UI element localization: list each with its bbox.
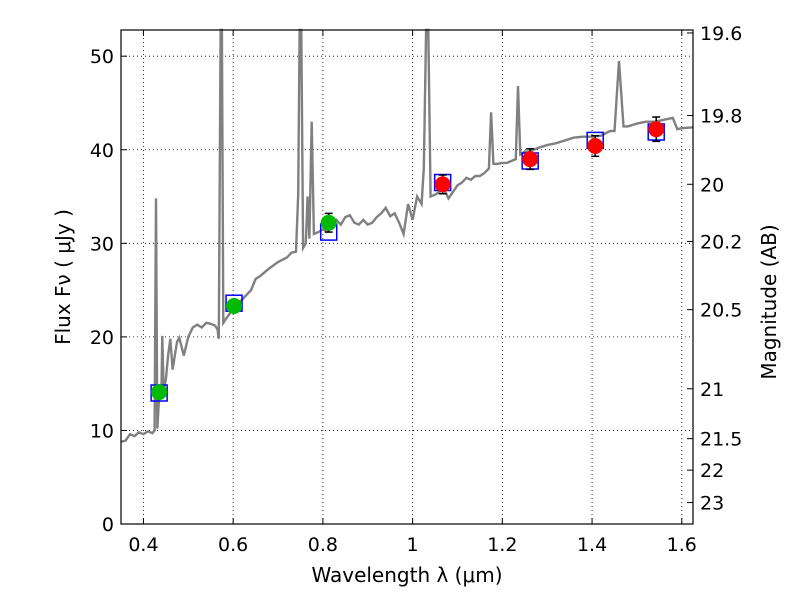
y-axis-title: Flux Fν ( μJy )	[51, 209, 75, 345]
y-tick-label: 20	[90, 327, 114, 349]
x-tick-label: 1.4	[577, 534, 607, 556]
mag-tick-label: 20.2	[700, 231, 742, 253]
y-tick-label: 30	[90, 233, 114, 255]
model-spectrum-line	[120, 28, 694, 443]
mag-tick-label: 19.6	[700, 23, 742, 45]
x-tick-label: 1.6	[667, 534, 697, 556]
axis-ticks: 0.4 0.6 0.8 1 1.2 1.4 1.6 0 10 20 30 40 50 19.6 19.8 20…	[90, 23, 743, 556]
data-point	[648, 121, 665, 138]
x-tick-label: 0.6	[218, 534, 248, 556]
data-point	[226, 298, 243, 315]
x-tick-label: 0.8	[308, 534, 338, 556]
mag-tick-label: 21.5	[700, 429, 742, 451]
x-tick-label: 0.4	[128, 534, 158, 556]
mag-tick-label: 23	[700, 493, 724, 515]
y-axis-right-title: Magnitude (AB)	[757, 224, 781, 379]
mag-tick-label: 22	[700, 460, 724, 482]
data-point	[320, 214, 337, 231]
mag-tick-label: 20	[700, 174, 724, 196]
x-tick-label: 1.2	[487, 534, 517, 556]
mag-tick-label: 19.8	[700, 106, 742, 128]
mag-tick-label: 21	[700, 379, 724, 401]
mag-tick-label: 20.5	[700, 300, 742, 322]
data-point	[522, 151, 539, 168]
grid-lines	[121, 30, 693, 524]
x-tick-label: 1	[407, 534, 419, 556]
data-point	[587, 138, 604, 155]
y-tick-label: 0	[102, 514, 114, 536]
data-point	[434, 176, 451, 193]
x-axis-title: Wavelength λ (μm)	[311, 563, 502, 587]
photometry-markers	[150, 116, 665, 402]
data-point	[151, 384, 168, 401]
plot-area	[120, 28, 694, 443]
y-tick-label: 10	[90, 420, 114, 442]
y-tick-label: 40	[90, 140, 114, 162]
y-tick-label: 50	[90, 46, 114, 68]
plot-frame	[120, 29, 694, 525]
